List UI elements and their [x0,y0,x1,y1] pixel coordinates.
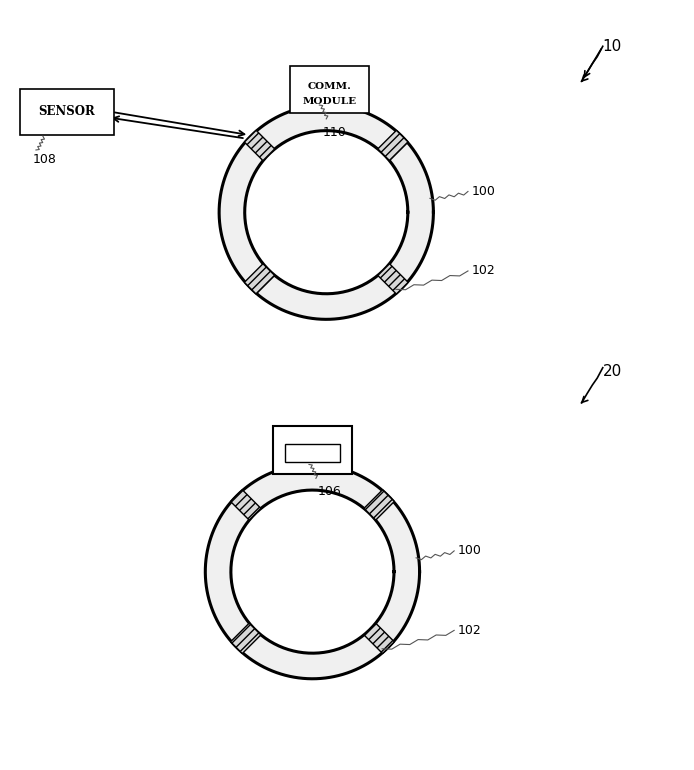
FancyBboxPatch shape [244,130,275,161]
FancyBboxPatch shape [285,444,340,463]
FancyBboxPatch shape [378,130,408,161]
Text: 106: 106 [318,485,341,498]
Text: 102: 102 [457,624,482,637]
PathPatch shape [205,464,420,679]
Text: SENSOR: SENSOR [39,105,96,119]
FancyBboxPatch shape [20,89,114,135]
Text: 108: 108 [33,153,56,166]
FancyBboxPatch shape [364,623,394,654]
Text: 20: 20 [603,364,622,380]
FancyBboxPatch shape [273,427,352,474]
Text: COMM.: COMM. [307,82,352,91]
FancyBboxPatch shape [364,490,394,520]
FancyBboxPatch shape [378,264,408,294]
Text: MODULE: MODULE [303,97,357,105]
Text: 100: 100 [471,185,496,198]
FancyBboxPatch shape [230,490,261,520]
Text: 110: 110 [323,126,346,139]
FancyBboxPatch shape [230,623,261,654]
PathPatch shape [219,105,433,320]
FancyBboxPatch shape [290,65,369,113]
FancyBboxPatch shape [244,264,275,294]
Text: 10: 10 [603,39,622,55]
Text: 100: 100 [457,544,482,557]
Text: 102: 102 [471,264,496,277]
